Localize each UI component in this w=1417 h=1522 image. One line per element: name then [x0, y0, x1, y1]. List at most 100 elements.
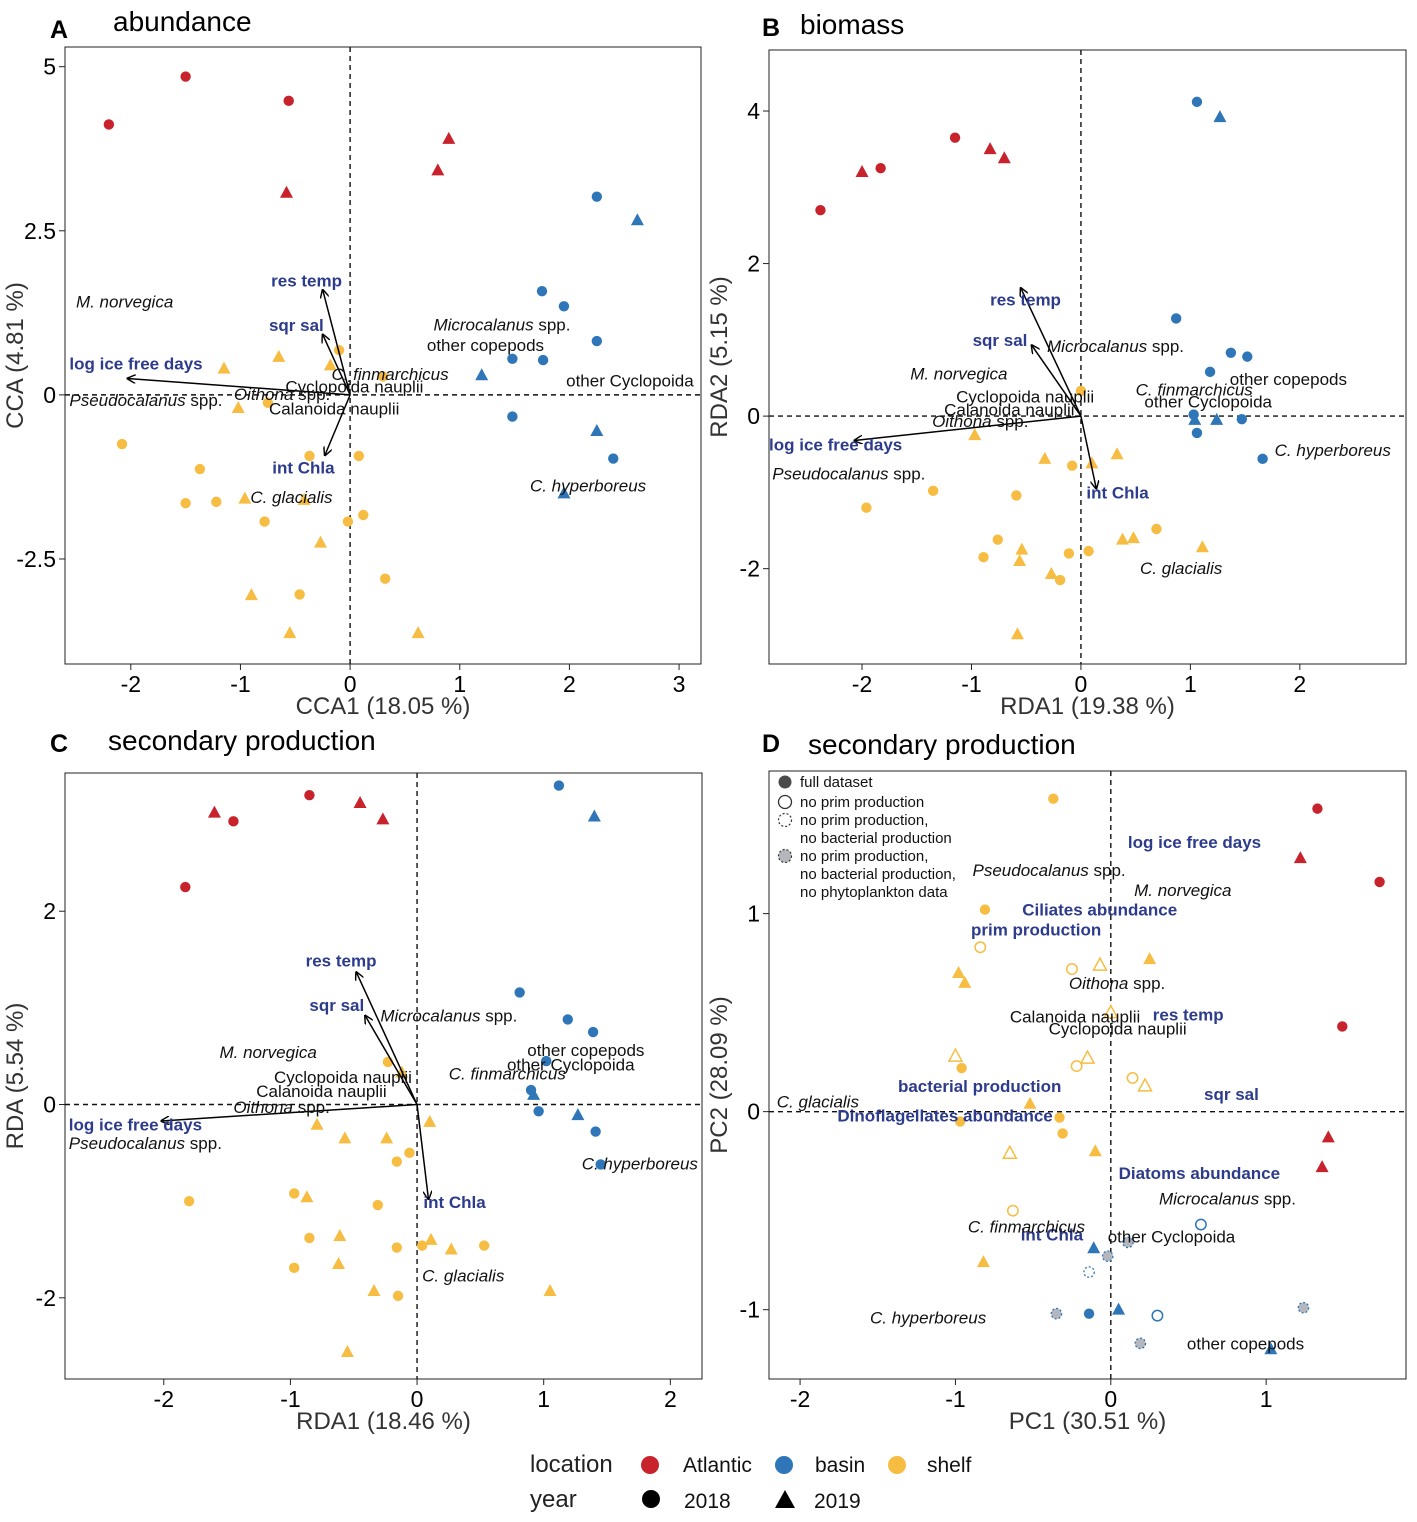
- species-label-part: other Cyclopoida: [1144, 393, 1272, 412]
- species-label-part: spp.: [185, 1134, 222, 1153]
- species-label-part: Calanoida nauplii: [944, 400, 1074, 419]
- env-arrow: [325, 394, 351, 455]
- species-label: Pseudocalanus spp.: [772, 464, 925, 483]
- point-atlantic-2018: [875, 163, 886, 174]
- point-shelf-2019: [231, 401, 245, 414]
- species-label: M. norvegica: [1134, 881, 1231, 900]
- point-shelf-2019: [338, 1131, 352, 1144]
- x-axis-label: CCA1 (18.05 %): [296, 693, 471, 720]
- point-basin-2019: [475, 368, 489, 381]
- point-shelf-2019: [332, 1256, 346, 1269]
- point-shelf-2019: [1195, 540, 1209, 553]
- species-label: Calanoida nauplii: [944, 400, 1074, 419]
- species-label-part: C. finmarchicus: [968, 1217, 1086, 1236]
- env-label: log ice free days: [769, 435, 902, 454]
- species-label-part: Pseudocalanus: [973, 861, 1090, 880]
- x-tick-label: 1: [1184, 671, 1197, 697]
- panel-label: C: [50, 730, 68, 758]
- species-label: C. glacialis: [422, 1266, 505, 1285]
- y-axis-label: RDA (5.54 %): [2, 1003, 29, 1150]
- point-shelf-2019: [1044, 566, 1058, 579]
- env-label: res temp: [306, 951, 377, 970]
- point-basin-2019: [1112, 1302, 1126, 1315]
- env-label: log ice free days: [69, 354, 202, 373]
- data-points: [815, 96, 1268, 640]
- point-shelf-2019: [1015, 542, 1029, 555]
- species-label-part: other Cyclopoida: [507, 1056, 635, 1075]
- point-shelf-2019: [411, 626, 425, 639]
- x-tick-label: -1: [945, 1386, 965, 1412]
- point-shelf-2018: [416, 1240, 428, 1251]
- point-atlantic-2019: [1315, 1160, 1329, 1173]
- species-label: Oithona spp.: [932, 412, 1028, 431]
- species-label: M. norvegica: [76, 293, 173, 312]
- species-label: C. hyperboreus: [870, 1309, 987, 1328]
- point-shelf-2018: [1066, 460, 1078, 471]
- species-label-part: other copepods: [1230, 370, 1347, 389]
- species-label-part: spp.: [1259, 1190, 1296, 1209]
- y-tick-label: 4: [747, 98, 760, 124]
- point-basin-2019: [1264, 1342, 1278, 1355]
- point-basin-2018: [1170, 313, 1182, 324]
- env-label: log ice free days: [69, 1116, 202, 1135]
- point-basin-2018: [590, 1126, 601, 1137]
- species-label-part: M. norvegica: [76, 293, 173, 312]
- species-label-part: spp.: [1128, 974, 1165, 993]
- y-tick-label: 2: [43, 898, 56, 924]
- point-shelf-2019: [1110, 447, 1124, 460]
- inset-legend-label: no bacterial production,: [800, 866, 956, 883]
- species-label: C. glacialis: [1140, 559, 1223, 578]
- species-label-part: spp.: [534, 316, 571, 335]
- legend-basin-swatch: [775, 1456, 793, 1474]
- species-label: C. hyperboreus: [582, 1154, 699, 1173]
- y-axis-label: CCA (4.81 %): [2, 282, 29, 429]
- point-shelf-2018: [259, 516, 270, 527]
- env-label: res temp: [271, 272, 342, 291]
- point-basin-2018: [1134, 1337, 1147, 1350]
- env-arrow: [1032, 345, 1082, 417]
- point-shelf-2018: [289, 1188, 300, 1199]
- point-shelf-2018: [954, 1116, 966, 1127]
- species-label-part: spp.: [992, 412, 1029, 431]
- species-label-part: spp.: [889, 464, 926, 483]
- point-atlantic-2019: [376, 812, 390, 825]
- x-tick-label: 0: [1075, 671, 1088, 697]
- point-basin-2018: [536, 285, 548, 297]
- species-label-part: Microcalanus: [1159, 1190, 1260, 1209]
- env-label: bacterial production: [898, 1077, 1061, 1096]
- env-label: Ciliates abundance: [1022, 901, 1177, 920]
- point-basin-2019: [1210, 412, 1224, 425]
- point-shelf-2018: [979, 904, 991, 915]
- env-arrow: [416, 1104, 428, 1200]
- species-label-part: Oithona: [1069, 974, 1129, 993]
- env-label: int Chla: [272, 459, 335, 478]
- species-label-part: C. hyperboreus: [1275, 441, 1392, 460]
- point-basin-2018: [1083, 1308, 1095, 1319]
- point-shelf-2018: [391, 1156, 402, 1167]
- env-arrow: [161, 1103, 418, 1121]
- species-label: C. finmarchicus: [1136, 381, 1254, 400]
- point-basin-2018: [595, 1159, 606, 1170]
- point-basin-2018: [1101, 1250, 1114, 1263]
- point-shelf-2018: [372, 1199, 384, 1211]
- point-shelf-2019: [968, 428, 982, 441]
- point-shelf-2019: [423, 1114, 437, 1127]
- species-label: C. hyperboreus: [530, 476, 647, 495]
- point-atlantic-2018: [949, 132, 961, 143]
- species-label: Calanoida nauplii: [269, 400, 399, 419]
- legend-2018-swatch: [642, 1490, 660, 1508]
- x-tick-label: -2: [154, 1386, 174, 1412]
- y-tick-label: 5: [43, 54, 56, 80]
- species-label: Oithona spp.: [234, 385, 330, 404]
- species-label: Oithona spp.: [1069, 974, 1165, 993]
- point-shelf-2018: [1126, 1072, 1139, 1084]
- panel-label: D: [762, 730, 780, 758]
- species-label: M. norvegica: [220, 1043, 317, 1062]
- y-tick-label: 0: [747, 403, 760, 429]
- point-atlantic-2019: [1321, 1130, 1335, 1143]
- point-atlantic-2018: [1374, 876, 1385, 888]
- point-shelf-2018: [116, 438, 128, 450]
- point-shelf-2018: [861, 502, 872, 513]
- point-shelf-2018: [1063, 548, 1075, 559]
- inset-legend-swatch-nophyto: [777, 848, 793, 864]
